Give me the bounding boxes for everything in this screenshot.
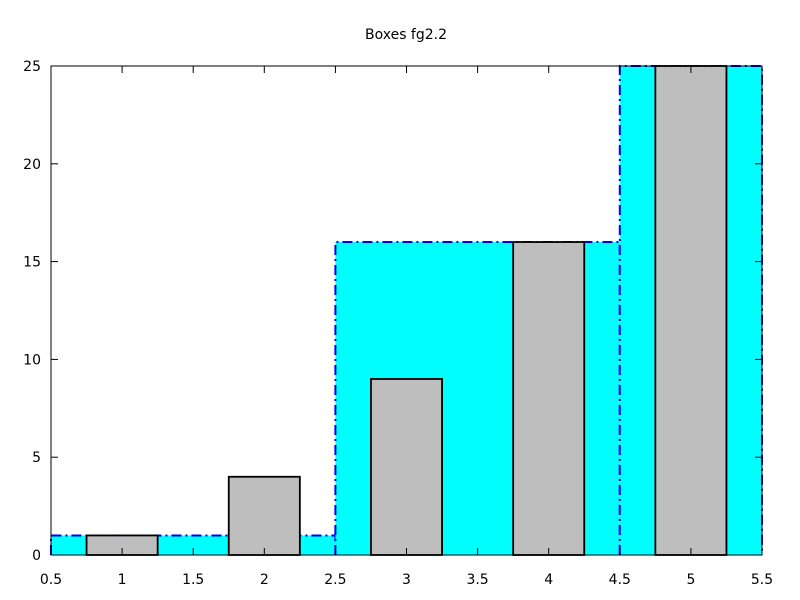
x-tick-label: 4 — [544, 572, 553, 588]
chart-title: Boxes fg2.2 — [365, 27, 447, 43]
x-tick-label: 1.5 — [182, 572, 204, 588]
bar-2 — [227, 475, 301, 556]
axes-layer: 0.5 1 1.5 2 2.5 3 3.5 4 4.5 5 5.5 0 5 10 15 20 25 — [23, 59, 773, 588]
y-tick-label: 5 — [32, 450, 41, 466]
y-tick-label: 0 — [32, 548, 41, 564]
y-tick-label: 10 — [23, 352, 41, 368]
x-tick-label: 5.5 — [751, 572, 773, 588]
bar-4 — [512, 241, 586, 556]
x-tick-label: 3.5 — [466, 572, 488, 588]
wide-box-outline-2 — [334, 241, 621, 555]
series-layer — [50, 65, 763, 556]
x-tick-label: 4.5 — [609, 572, 631, 588]
x-tick-label: 3 — [402, 572, 411, 588]
y-tick-label: 25 — [23, 59, 41, 75]
x-tick-label: 1 — [118, 572, 127, 588]
bar-5 — [654, 65, 728, 556]
x-tick-label: 2 — [260, 572, 269, 588]
y-tick-label: 20 — [23, 157, 41, 173]
x-tick-label: 2.5 — [324, 572, 346, 588]
bar-3 — [370, 378, 443, 556]
y-tick-label: 15 — [23, 255, 41, 271]
x-tick-label: 5 — [686, 572, 695, 588]
x-tick-label: 0.5 — [40, 572, 62, 588]
